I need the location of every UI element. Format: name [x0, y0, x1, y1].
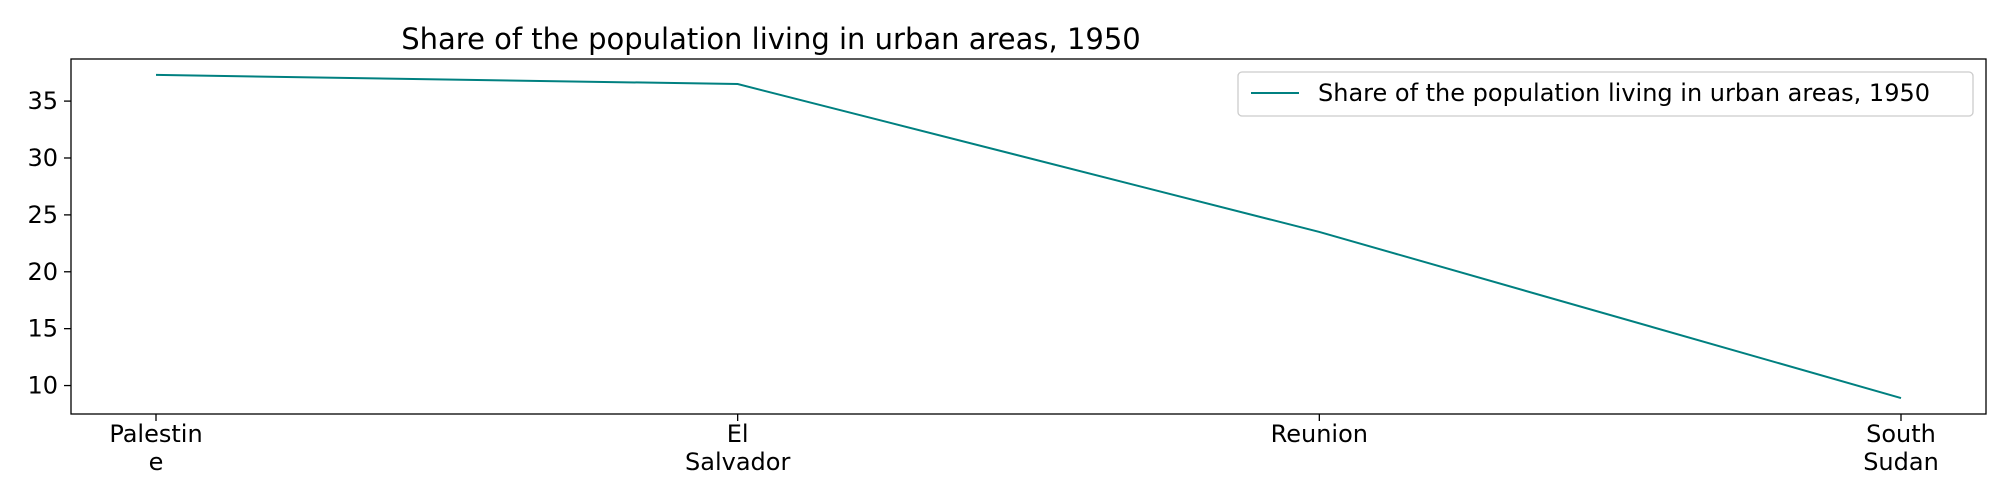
y-tick-label: 35 [27, 87, 58, 115]
x-tick-label: Sudan [1863, 448, 1939, 476]
x-tick-label: South [1866, 420, 1936, 448]
y-tick-label: 10 [27, 372, 58, 400]
legend-label: Share of the population living in urban … [1318, 79, 1930, 107]
x-tick-label: e [149, 448, 164, 476]
x-tick-label: Reunion [1271, 420, 1368, 448]
y-axis: 10 15 20 25 30 35 [27, 87, 71, 400]
x-tick-label: El [727, 420, 749, 448]
legend: Share of the population living in urban … [1237, 71, 1974, 117]
series-layer [155, 73, 1902, 400]
chart-title: Share of the population living in urban … [401, 22, 1141, 56]
x-tick-label: Salvador [685, 448, 790, 476]
y-tick-label: 20 [27, 258, 58, 286]
y-tick-label: 30 [27, 144, 58, 172]
y-tick-label: 15 [27, 315, 58, 343]
plot-area [70, 58, 1987, 415]
legend-box [1237, 71, 1974, 117]
y-tick-label: 25 [27, 201, 58, 229]
series-line [155, 73, 1902, 400]
x-tick-label: Palestin [109, 420, 202, 448]
